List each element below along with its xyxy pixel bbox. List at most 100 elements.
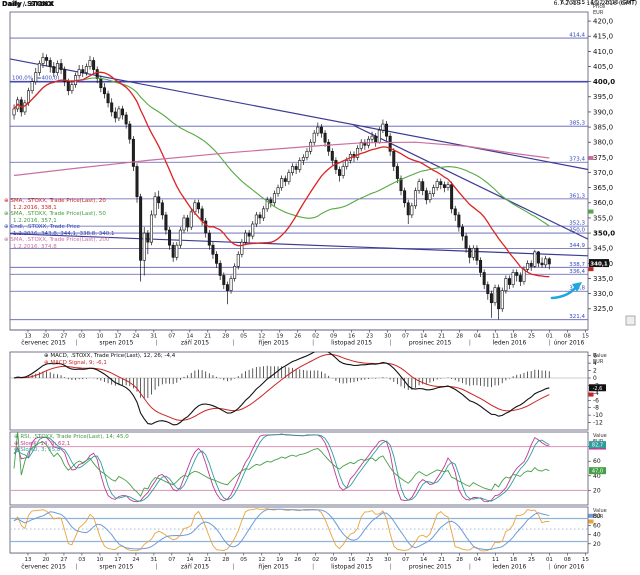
svg-text:16: 16 — [348, 557, 355, 563]
svg-text:350,0: 350,0 — [569, 228, 585, 234]
svg-text:červenec 2015: červenec 2015 — [21, 564, 66, 571]
svg-text:říjen 2015: říjen 2015 — [258, 564, 289, 571]
svg-text:srpen 2015: srpen 2015 — [99, 564, 133, 571]
svg-text:26: 26 — [294, 334, 301, 340]
svg-text:říjen 2015: říjen 2015 — [258, 340, 289, 347]
svg-text:05: 05 — [240, 334, 247, 340]
svg-text:27: 27 — [60, 334, 67, 340]
axis-resize-handle[interactable] — [625, 315, 636, 326]
svg-text:28: 28 — [222, 334, 229, 340]
annotation-arrow[interactable] — [550, 282, 582, 300]
svg-text:0: 0 — [593, 375, 597, 382]
svg-text:04: 04 — [474, 334, 481, 340]
macd-plot — [10, 352, 588, 426]
svg-text:30: 30 — [384, 557, 391, 563]
svg-text:24: 24 — [132, 557, 139, 563]
svg-text:leden 2016: leden 2016 — [492, 340, 526, 347]
oscillators-plot — [10, 432, 588, 503]
svg-text:12: 12 — [258, 557, 265, 563]
svg-text:25: 25 — [528, 334, 535, 340]
svg-text:srpen 2015: srpen 2015 — [99, 340, 133, 347]
svg-text:28: 28 — [456, 557, 463, 563]
svg-text:08: 08 — [564, 557, 571, 563]
svg-text:31: 31 — [150, 334, 157, 340]
svg-text:01: 01 — [546, 557, 553, 563]
svg-text:20: 20 — [42, 334, 49, 340]
svg-text:07: 07 — [168, 334, 175, 340]
svg-text:82,7: 82,7 — [592, 443, 603, 449]
svg-text:325,0: 325,0 — [593, 305, 613, 313]
svg-text:28: 28 — [456, 334, 463, 340]
svg-text:370,0: 370,0 — [593, 169, 613, 177]
svg-text:07: 07 — [168, 557, 175, 563]
svg-text:|: | — [312, 340, 314, 347]
svg-text:375,0: 375,0 — [593, 154, 613, 162]
svg-text:02: 02 — [312, 557, 319, 563]
svg-text:2: 2 — [593, 368, 597, 375]
svg-text:340,1: 340,1 — [590, 261, 608, 267]
svg-text:15: 15 — [582, 557, 589, 563]
svg-text:321,4: 321,4 — [569, 314, 585, 320]
svg-text:02: 02 — [312, 334, 319, 340]
svg-text:13: 13 — [24, 557, 31, 563]
svg-text:prosinec 2015: prosinec 2015 — [409, 564, 452, 571]
svg-text:listopad 2015: listopad 2015 — [331, 340, 372, 347]
svg-text:395,0: 395,0 — [593, 93, 613, 101]
svg-text:24: 24 — [132, 334, 139, 340]
main-date-axis[interactable]: 13 20 27 03 10 17 24 31 07 14 21 28 05 12 19 26 02 09 16 23… — [10, 329, 589, 347]
svg-text:|: | — [76, 564, 78, 571]
svg-text:19: 19 — [276, 557, 283, 563]
svg-text:11: 11 — [492, 334, 499, 340]
svg-text:11: 11 — [492, 557, 499, 563]
svg-text:410,0: 410,0 — [593, 48, 613, 56]
svg-text:21: 21 — [438, 334, 445, 340]
svg-text:16: 16 — [348, 334, 355, 340]
svg-text:28: 28 — [222, 557, 229, 563]
svg-text:14: 14 — [186, 557, 193, 563]
svg-text:380,0: 380,0 — [593, 139, 613, 147]
svg-text:25: 25 — [528, 557, 535, 563]
bottom-date-axis[interactable]: 13 20 27 03 10 17 24 31 07 14 21 28 05 12 19 26 02 09 16 23… — [10, 552, 589, 571]
svg-text:400,0: 400,0 — [593, 78, 615, 86]
svg-text:-12: -12 — [593, 420, 603, 427]
svg-text:|: | — [469, 340, 471, 347]
svg-text:|: | — [389, 340, 391, 347]
svg-text:4: 4 — [593, 360, 597, 367]
trendlines — [9, 58, 589, 257]
svg-text:14: 14 — [420, 557, 427, 563]
svg-text:14: 14 — [420, 334, 427, 340]
svg-text:03: 03 — [78, 334, 85, 340]
svg-text:335,0: 335,0 — [593, 275, 613, 283]
svg-text:04: 04 — [474, 557, 481, 563]
svg-text:21: 21 — [204, 557, 211, 563]
oscillators-panel[interactable]: ValueEUR8060402080,847,082,7 — [9, 431, 607, 506]
svg-text:leden 2016: leden 2016 — [492, 564, 526, 571]
svg-text:18: 18 — [510, 557, 517, 563]
svg-text:385,3: 385,3 — [569, 121, 585, 127]
svg-text:350,0: 350,0 — [593, 229, 615, 237]
moving-averages — [13, 71, 550, 278]
svg-text:20: 20 — [593, 487, 601, 494]
svg-text:21: 21 — [204, 334, 211, 340]
svg-text:prosinec 2015: prosinec 2015 — [409, 340, 452, 347]
svg-text:-2,6: -2,6 — [593, 386, 603, 392]
svg-text:415,0: 415,0 — [593, 33, 613, 41]
svg-text:20: 20 — [593, 541, 601, 548]
svg-text:361,3: 361,3 — [569, 193, 585, 199]
svg-text:EUR: EUR — [593, 10, 604, 16]
svg-text:-6: -6 — [593, 397, 599, 404]
svg-text:21: 21 — [438, 557, 445, 563]
svg-text:19: 19 — [276, 334, 283, 340]
svg-text:330,0: 330,0 — [593, 290, 613, 298]
svg-text:|: | — [469, 564, 471, 571]
svg-text:12: 12 — [258, 334, 265, 340]
svg-text:338,7: 338,7 — [569, 262, 585, 268]
svg-text:60: 60 — [593, 458, 601, 465]
svg-text:-4: -4 — [593, 390, 599, 397]
